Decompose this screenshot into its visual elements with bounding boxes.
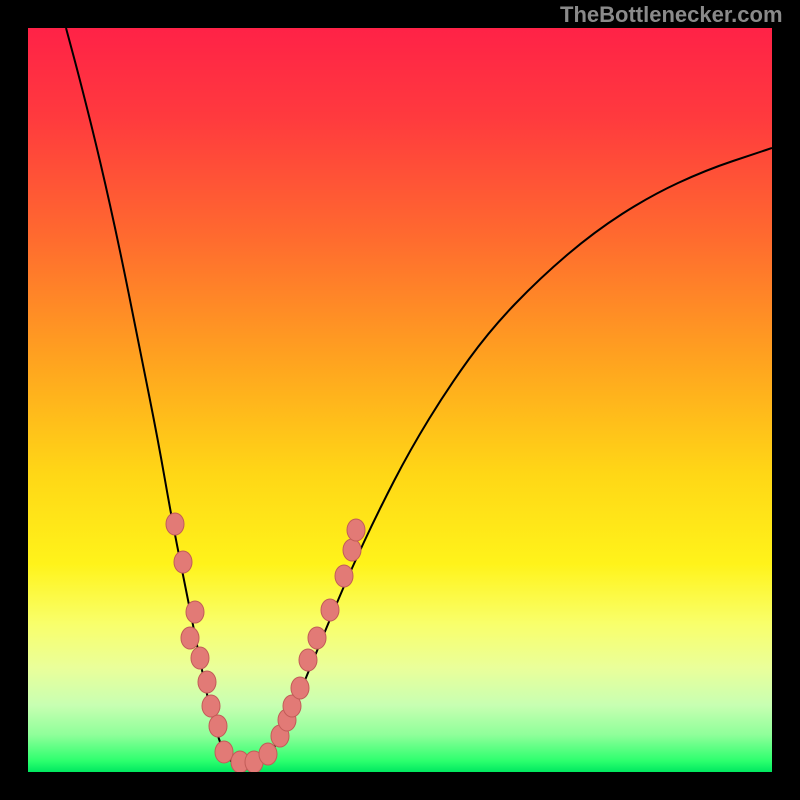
data-point bbox=[308, 627, 326, 649]
plot-background bbox=[28, 28, 772, 772]
data-point bbox=[271, 725, 289, 747]
data-points bbox=[166, 513, 365, 773]
data-point bbox=[209, 715, 227, 737]
data-point bbox=[335, 565, 353, 587]
data-point bbox=[283, 695, 301, 717]
data-point bbox=[198, 671, 216, 693]
data-point bbox=[166, 513, 184, 535]
data-point bbox=[181, 627, 199, 649]
data-point bbox=[259, 743, 277, 765]
data-point bbox=[191, 647, 209, 669]
data-point bbox=[343, 539, 361, 561]
data-point bbox=[347, 519, 365, 541]
data-point bbox=[245, 751, 263, 773]
data-point bbox=[202, 695, 220, 717]
v-curve bbox=[66, 28, 772, 766]
watermark-text: TheBottlenecker.com bbox=[560, 2, 783, 28]
chart-frame: TheBottlenecker.com bbox=[0, 0, 800, 800]
data-point bbox=[321, 599, 339, 621]
data-point bbox=[278, 709, 296, 731]
data-point bbox=[299, 649, 317, 671]
data-point bbox=[231, 751, 249, 773]
data-point bbox=[174, 551, 192, 573]
data-point bbox=[215, 741, 233, 763]
chart-svg bbox=[0, 0, 800, 800]
data-point bbox=[291, 677, 309, 699]
data-point bbox=[186, 601, 204, 623]
